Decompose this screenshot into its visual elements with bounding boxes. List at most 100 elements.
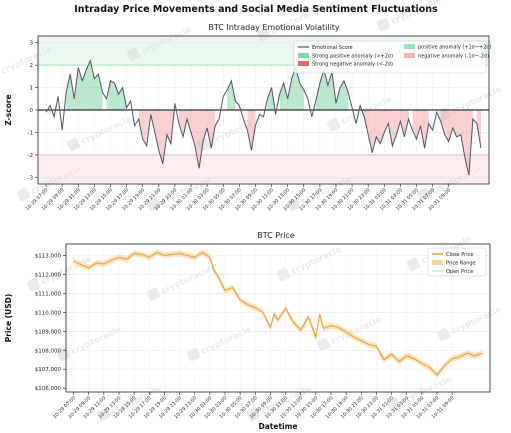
negative-anomaly-fill [154,110,159,151]
positive-anomaly-fill [66,74,71,110]
sentiment-y-ticks: 3 2 1 0 -1 -2 -3 [28,41,38,181]
watermark-logo-icon [246,407,261,422]
positive-anomaly-fill [94,74,99,110]
sentiment-y-axis-label: Z-score [4,94,13,125]
watermark-text: cryptoracle [290,245,344,277]
y-tick-label: -1 [28,130,33,136]
y-tick-label: 1 [30,86,34,92]
watermark-logo-icon [406,257,421,272]
legend-strong-negative-swatch [298,61,309,66]
negative-anomaly-fill [396,110,401,135]
positive-anomaly-fill [287,78,292,110]
y-tick-label: -3 [28,175,34,181]
positive-anomaly-fill [114,83,119,110]
y-tick-label: $111,000 [35,291,62,297]
legend-positive-label: positive anomaly (+1σ~+2σ) [418,45,492,51]
figure-title: Intraday Price Movements and Social Medi… [74,4,438,15]
price-range-band [73,249,483,378]
watermark-text: cryptoracle [70,325,124,357]
watermark-logo-icon [416,187,431,202]
watermark-text: cryptoracle [40,255,94,287]
positive-anomaly-fill [340,80,345,110]
watermark-logo-icon [256,27,271,42]
positive-anomaly-fill [82,69,87,110]
positive-anomaly-fill [327,71,332,110]
positive-anomaly-fill [283,83,288,110]
price-legend: Close Price Price Range Open Price [427,247,487,277]
negative-anomaly-fill [142,110,147,146]
negative-anomaly-fill [368,110,373,153]
price-series [73,249,483,378]
watermark-text: cryptoracle [450,305,504,337]
negative-anomaly-fill [416,110,421,140]
price-legend-box [427,247,487,277]
positive-anomaly-fill [90,60,95,110]
negative-anomaly-fill [476,110,481,149]
positive-anomaly-fill [86,60,91,110]
watermark-text: cryptoracle [160,265,214,297]
negative-anomaly-fill [195,110,200,169]
sentiment-chart: BTC Intraday Emotional Volatility 3 2 1 0 -1… [4,23,492,212]
strong-negative-zone [38,154,489,184]
positive-anomaly-fill [344,80,349,110]
watermark: cryptoracle [146,265,214,302]
watermark: cryptoracle [436,305,504,342]
legend-strong-positive-swatch [298,53,309,58]
negative-anomaly-fill [464,110,469,176]
negative-anomaly-fill [400,110,405,137]
price-y-ticks: $113,000 $112,000 $111,000 $110,000 $109,000… [35,253,66,392]
y-tick-label: -2 [28,153,33,159]
watermark-text: cryptoracle [200,325,254,357]
watermark-logo-icon [316,337,331,352]
watermark: cryptoracle [186,325,254,362]
watermark-logo-icon [376,17,391,32]
negative-anomaly-fill [162,110,167,164]
negative-anomaly-fill [158,110,163,164]
y-tick-label: $109,000 [35,329,62,335]
price-x-axis-label: Datetime [258,422,297,431]
positive-anomaly-fill [299,83,304,110]
legend-negative-label: negative anomaly (-1σ~-2σ) [418,54,489,60]
watermark: cryptoracle [276,245,344,282]
negative-anomaly-fill [186,110,192,133]
positive-anomaly-fill [267,87,272,110]
negative-anomaly-fill [452,110,457,137]
legend-strong-negative-label: Strong negative anomaly (<-2σ) [312,62,393,68]
y-tick-label: $107,000 [35,367,62,373]
y-tick-label: $108,000 [35,348,62,354]
emotional-score-line [45,59,482,176]
watermark-logo-icon [186,347,201,362]
negative-anomaly-fill [424,110,429,149]
close-price-line [73,251,483,376]
negative-anomaly-fill [384,110,389,133]
watermark-logo-icon [26,277,41,292]
price-chart-title: BTC Price [257,231,295,240]
positive-anomaly-fill [295,67,300,110]
negative-anomaly-fill [448,110,453,142]
negative-anomaly-fill [420,110,425,149]
legend-strong-positive-label: Strong positive anomaly (>+2σ) [312,54,393,60]
legend-open-price-label: Open Price [446,269,473,275]
y-tick-label: $106,000 [35,386,62,392]
watermark-logo-icon [386,397,401,412]
negative-anomaly-fill [460,110,465,158]
price-y-axis-label: Price (USD) [4,294,13,342]
watermark-logo-icon [286,197,301,212]
negative-anomaly-fill [199,110,204,169]
negative-anomaly-fill [372,110,377,153]
positive-anomaly-fill [106,80,111,110]
watermark-logo-icon [126,47,141,62]
y-tick-label: 3 [30,41,34,47]
y-tick-label: $112,000 [35,272,62,278]
watermark-logo-icon [16,187,31,202]
negative-anomaly-fill [166,110,171,144]
negative-anomaly-fill [444,110,449,142]
legend-price-range-swatch [432,260,443,265]
sentiment-legend-box [293,40,487,74]
negative-anomaly-fill [191,110,196,146]
y-tick-label: 0 [30,108,34,114]
y-tick-label: 2 [30,63,34,69]
negative-anomaly-fill [178,110,183,137]
negative-anomaly-fill [207,110,212,149]
